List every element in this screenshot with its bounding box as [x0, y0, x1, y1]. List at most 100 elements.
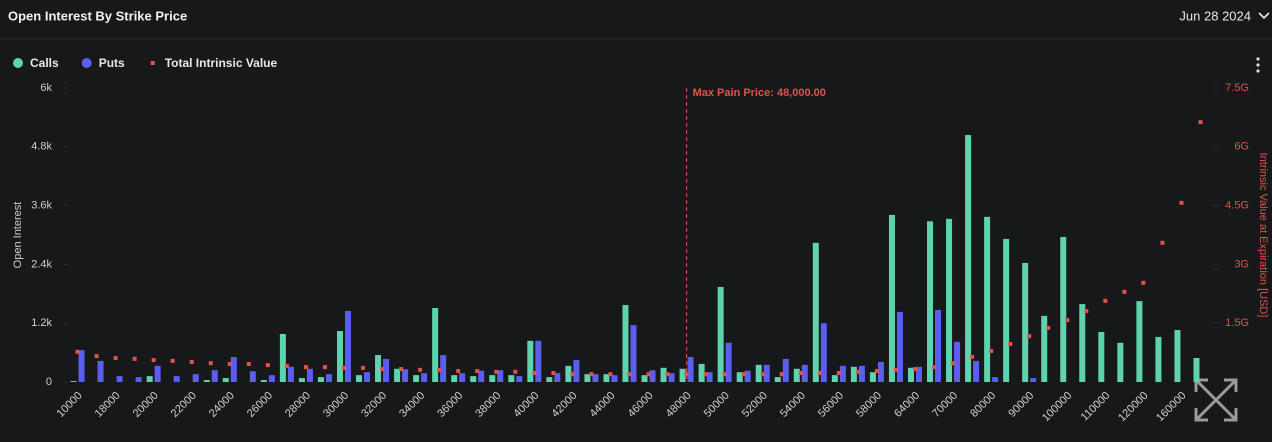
y-tick-label: 2.4k: [31, 258, 52, 270]
point: [703, 372, 708, 377]
point: [951, 361, 956, 366]
point: [494, 369, 499, 374]
y2-tick-label: 1.5G: [1225, 317, 1249, 329]
bar: [831, 375, 838, 382]
bar: [268, 375, 275, 382]
bar: [344, 310, 351, 382]
y-tick-label: 1.2k: [31, 317, 52, 329]
bar: [755, 364, 762, 382]
bar: [763, 364, 770, 382]
bar: [965, 135, 972, 382]
bar: [298, 378, 305, 382]
chevron[interactable]: [1258, 12, 1270, 20]
point: [760, 372, 765, 377]
bar: [801, 364, 808, 382]
y-tick-label: 6k: [40, 82, 52, 94]
bar: [1041, 315, 1048, 382]
bar: [896, 311, 903, 382]
bar: [584, 374, 591, 382]
point: [75, 349, 80, 354]
bar: [249, 371, 256, 382]
y-tick-label: 4.8k: [31, 141, 52, 153]
bar: [413, 375, 420, 382]
bar: [812, 242, 819, 382]
bar: [706, 372, 713, 382]
bar: [1117, 342, 1124, 382]
bar: [97, 360, 104, 382]
point: [380, 367, 385, 372]
point: [589, 372, 594, 377]
point: [1103, 298, 1108, 303]
point: [475, 369, 480, 374]
bar: [611, 375, 618, 382]
bar: [489, 375, 496, 382]
point: [741, 372, 746, 377]
point: [1198, 120, 1203, 125]
bar: [592, 374, 599, 382]
bar: [554, 373, 561, 382]
y2-tick-label: 4.5G: [1225, 200, 1249, 212]
point: [246, 361, 251, 366]
bar: [1155, 336, 1162, 382]
point: [284, 363, 289, 368]
bar: [820, 323, 827, 382]
bar: [70, 381, 77, 382]
point: [932, 365, 937, 370]
point: [779, 372, 784, 377]
bar: [793, 368, 800, 382]
bar: [402, 369, 409, 382]
point: [874, 369, 879, 374]
bar: [535, 340, 542, 382]
bar: [603, 374, 610, 382]
legend-item[interactable]: Total Intrinsic Value: [150, 56, 278, 70]
y-axis-label: Open Interest: [12, 202, 24, 269]
bar: [630, 325, 637, 382]
point: [551, 370, 556, 375]
bar: [146, 376, 153, 382]
legend-swatch: [150, 61, 155, 65]
point: [456, 369, 461, 374]
point: [1027, 334, 1032, 339]
date-selector[interactable]: Jun 28 2024: [1179, 8, 1251, 23]
point: [1141, 280, 1146, 285]
bar: [211, 370, 218, 382]
bar: [279, 333, 286, 382]
y-tick-label: 0: [46, 376, 52, 388]
bar: [356, 375, 363, 382]
point: [836, 370, 841, 375]
bar: [660, 367, 667, 382]
bar: [478, 370, 485, 382]
point: [532, 370, 537, 375]
point: [627, 372, 632, 377]
point: [341, 365, 346, 370]
point: [1084, 309, 1089, 314]
bar: [154, 365, 161, 382]
point: [1008, 341, 1013, 346]
bar: [470, 376, 477, 382]
menu-icon[interactable]: [1256, 57, 1260, 73]
bar: [432, 308, 439, 382]
y2-tick-label: 7.5G: [1225, 82, 1249, 94]
bar: [497, 370, 504, 382]
bar: [1030, 378, 1037, 382]
point: [132, 356, 137, 361]
bar: [192, 374, 199, 382]
point: [989, 349, 994, 354]
bar: [992, 377, 999, 382]
bar: [668, 373, 675, 382]
point: [113, 356, 118, 361]
legend-item[interactable]: Puts: [81, 56, 125, 70]
point: [798, 370, 803, 375]
annotation: Max Pain Price: 48,000.00: [693, 87, 826, 99]
bar: [135, 377, 142, 382]
bar: [573, 359, 580, 382]
chart-title: Open Interest By Strike Price: [8, 8, 187, 23]
point: [684, 372, 689, 377]
bar: [260, 380, 267, 382]
legend-item[interactable]: Calls: [13, 56, 59, 70]
bar: [774, 377, 781, 382]
bar: [927, 221, 934, 382]
point: [722, 372, 727, 377]
bar: [527, 340, 534, 382]
bar: [78, 350, 85, 382]
